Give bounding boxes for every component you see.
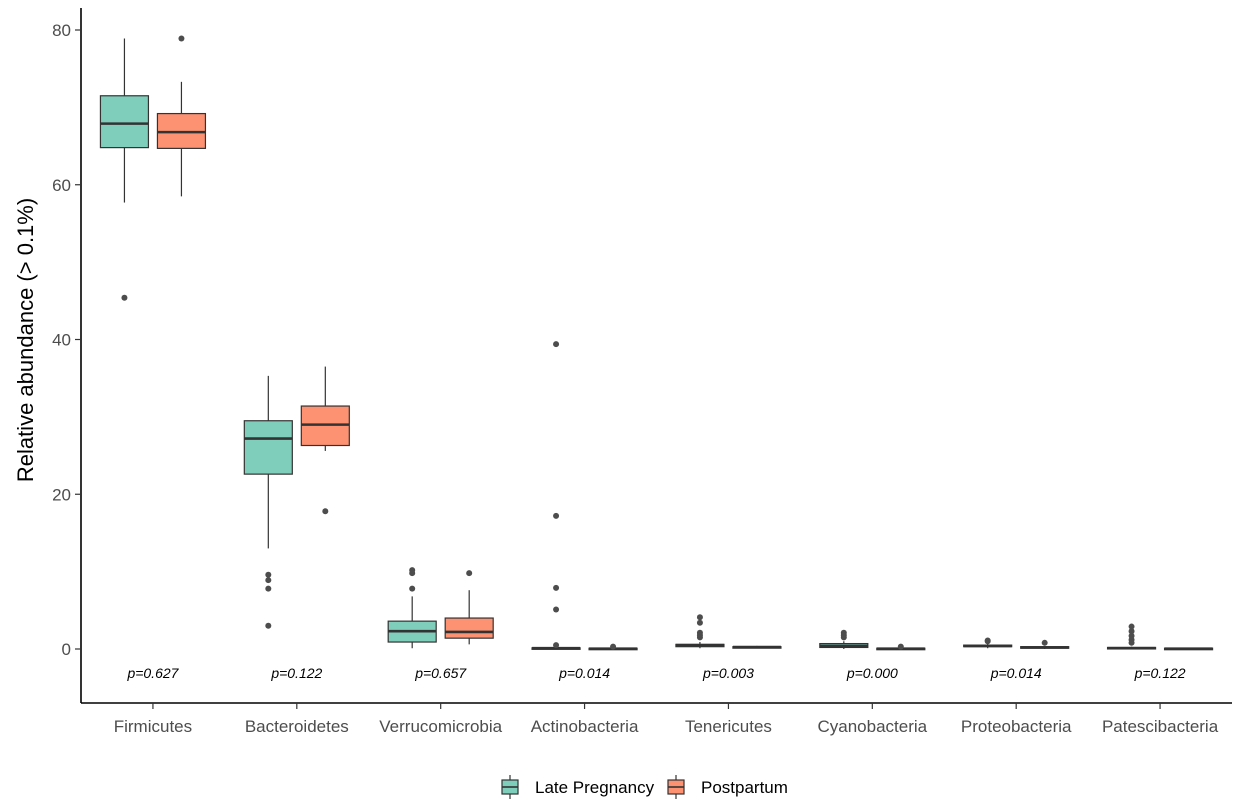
x-axis: Firmicutes Bacteroidetes Verrucomicrobia Ac… bbox=[81, 702, 1232, 736]
outlier-point bbox=[984, 638, 991, 645]
box-late-pregnancy-firmicutes bbox=[99, 38, 150, 301]
outlier-point bbox=[553, 584, 560, 591]
box-postpartum-actinobacteria bbox=[588, 643, 638, 651]
box-late-pregnancy-actinobacteria bbox=[531, 341, 581, 650]
p-value-actinobacteria: p=0.014 bbox=[558, 665, 610, 681]
legend-item-postpartum: Postpartum bbox=[667, 775, 788, 799]
outlier-point bbox=[897, 643, 904, 650]
box-iqr bbox=[99, 95, 150, 149]
outlier-point bbox=[840, 634, 847, 641]
outlier-point bbox=[466, 570, 473, 577]
outlier-point bbox=[610, 643, 617, 650]
outlier-point bbox=[121, 294, 128, 301]
outlier-point bbox=[696, 614, 703, 621]
box-iqr bbox=[444, 617, 494, 639]
x-tick-label-verrucomicrobia: Verrucomicrobia bbox=[379, 717, 502, 736]
box-postpartum-bacteroidetes bbox=[300, 366, 350, 515]
x-tick-label-cyanobacteria: Cyanobacteria bbox=[818, 717, 928, 736]
outlier-point bbox=[553, 606, 560, 613]
box-postpartum-patescibacteria bbox=[1163, 647, 1214, 651]
p-value-firmicutes: p=0.627 bbox=[126, 665, 179, 681]
box-late-pregnancy-patescibacteria bbox=[1106, 623, 1157, 650]
x-tick-label-patescibacteria: Patescibacteria bbox=[1102, 717, 1219, 736]
outlier-point bbox=[265, 622, 272, 629]
y-axis: 0 20 40 60 80 bbox=[52, 8, 82, 703]
outlier-point bbox=[178, 35, 185, 42]
y-axis-label: Relative abundance (> 0.1%) bbox=[13, 198, 38, 482]
x-tick-label-firmicutes: Firmicutes bbox=[114, 717, 192, 736]
p-value-proteobacteria: p=0.014 bbox=[990, 665, 1042, 681]
y-tick-label: 40 bbox=[52, 331, 71, 350]
outlier-point bbox=[265, 571, 272, 578]
box-late-pregnancy-verrucomicrobia bbox=[387, 567, 437, 649]
p-value-labels: p=0.627 p=0.122 p=0.657 p=0.014 p=0.003 p=0.0… bbox=[126, 665, 1185, 681]
outlier-point bbox=[553, 512, 560, 519]
legend-item-late-pregnancy: Late Pregnancy bbox=[501, 775, 655, 799]
legend-label: Late Pregnancy bbox=[535, 778, 655, 797]
outlier-point bbox=[553, 642, 560, 649]
box-plot-marks bbox=[99, 35, 1214, 651]
outlier-point bbox=[1128, 628, 1135, 635]
p-value-cyanobacteria: p=0.000 bbox=[846, 665, 898, 681]
y-tick-label: 80 bbox=[52, 21, 71, 40]
outlier-point bbox=[553, 341, 560, 348]
outlier-point bbox=[409, 585, 416, 592]
outlier-point bbox=[1128, 639, 1135, 646]
legend-label: Postpartum bbox=[701, 778, 788, 797]
y-tick-label: 60 bbox=[52, 176, 71, 195]
box-postpartum-verrucomicrobia bbox=[444, 570, 494, 645]
outlier-point bbox=[409, 570, 416, 577]
outlier-point bbox=[696, 619, 703, 626]
x-tick-label-bacteroidetes: Bacteroidetes bbox=[245, 717, 349, 736]
p-value-patescibacteria: p=0.122 bbox=[1134, 665, 1186, 681]
box-late-pregnancy-bacteroidetes bbox=[243, 375, 293, 629]
p-value-tenericutes: p=0.003 bbox=[702, 665, 754, 681]
y-tick-label: 20 bbox=[52, 485, 71, 504]
box-late-pregnancy-cyanobacteria bbox=[819, 629, 869, 649]
box-postpartum-firmicutes bbox=[156, 35, 207, 197]
x-tick-label-proteobacteria: Proteobacteria bbox=[961, 717, 1072, 736]
x-tick-label-tenericutes: Tenericutes bbox=[685, 717, 772, 736]
box-iqr bbox=[243, 420, 293, 475]
box-postpartum-tenericutes bbox=[732, 645, 782, 649]
p-value-verrucomicrobia: p=0.657 bbox=[414, 665, 467, 681]
outlier-point bbox=[696, 634, 703, 641]
box-late-pregnancy-tenericutes bbox=[675, 614, 725, 649]
p-value-bacteroidetes: p=0.122 bbox=[270, 665, 322, 681]
box-postpartum-proteobacteria bbox=[1020, 639, 1070, 649]
outlier-point bbox=[265, 585, 272, 592]
box-late-pregnancy-proteobacteria bbox=[963, 637, 1013, 649]
box-postpartum-cyanobacteria bbox=[876, 643, 926, 651]
outlier-point bbox=[265, 577, 272, 584]
y-tick-label: 0 bbox=[62, 640, 71, 659]
outlier-point bbox=[1041, 639, 1048, 646]
legend: Late Pregnancy Postpartum bbox=[501, 775, 788, 799]
outlier-point bbox=[322, 508, 329, 515]
x-tick-label-actinobacteria: Actinobacteria bbox=[531, 717, 639, 736]
outlier-point bbox=[1128, 623, 1135, 630]
